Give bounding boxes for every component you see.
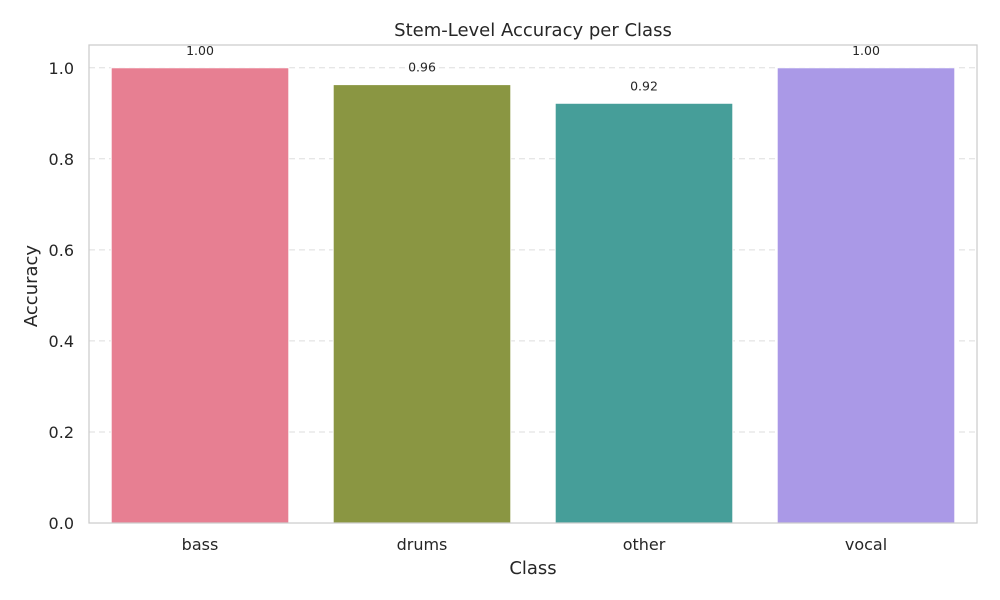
bar-vocal [776, 67, 956, 524]
y-tick-label: 0.6 [49, 241, 74, 260]
bar-other [554, 102, 734, 524]
y-tick-label: 0.2 [49, 423, 74, 442]
x-axis-label: Class [509, 558, 556, 579]
x-tick-label-other: other [623, 535, 666, 554]
x-tick-label-drums: drums [397, 535, 448, 554]
y-tick-label: 1.0 [49, 59, 74, 78]
y-tick-labels: 0.0 0.2 0.4 0.6 0.8 1.0 [49, 59, 74, 533]
value-label-vocal: 1.00 [852, 43, 880, 58]
y-axis-label: Accuracy [21, 245, 42, 328]
x-tick-label-bass: bass [182, 535, 219, 554]
value-label-other: 0.92 [630, 78, 658, 93]
y-tick-label: 0.4 [49, 332, 74, 351]
bar-bass [110, 67, 290, 524]
y-tick-label: 0.8 [49, 150, 74, 169]
x-tick-labels: bass drums other vocal [182, 535, 887, 554]
bar-value-labels: 1.00 0.96 0.92 1.00 [186, 43, 880, 94]
plot-frame [88, 44, 978, 524]
value-label-bass: 1.00 [186, 43, 214, 58]
bars [110, 67, 956, 524]
x-tick-label-vocal: vocal [845, 535, 887, 554]
chart-title: Stem-Level Accuracy per Class [394, 20, 672, 41]
y-tick-label: 0.0 [49, 514, 74, 533]
bar-drums [332, 84, 512, 524]
value-label-drums: 0.96 [408, 60, 436, 75]
